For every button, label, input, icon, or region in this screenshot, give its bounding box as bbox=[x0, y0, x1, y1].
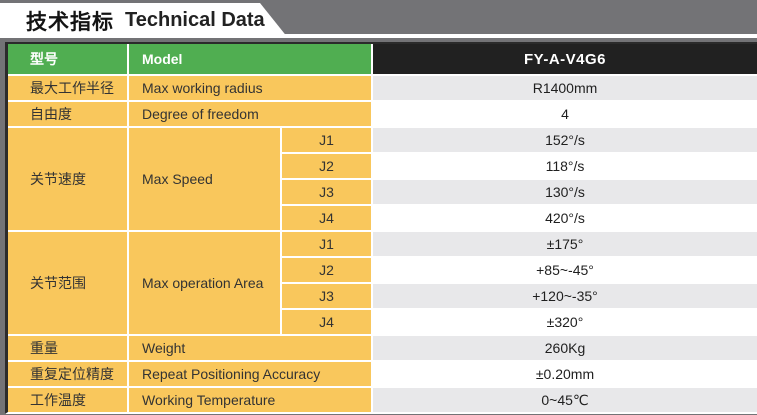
speed-j1-label: J1 bbox=[282, 128, 371, 152]
speed-j2-label: J2 bbox=[282, 154, 371, 178]
weight-label-en: Weight bbox=[129, 336, 371, 360]
freedom-label-en: Degree of freedom bbox=[129, 102, 371, 126]
freedom-label-zh: 自由度 bbox=[8, 102, 127, 126]
speed-j2-value: 118°/s bbox=[373, 154, 757, 178]
range-j3-value: +120~-35° bbox=[373, 284, 757, 308]
temperature-label-zh: 工作温度 bbox=[8, 388, 127, 412]
range-label-en: Max operation Area bbox=[129, 232, 280, 334]
radius-label-zh: 最大工作半径 bbox=[8, 76, 127, 100]
banner: 技术指标 Technical Data bbox=[0, 3, 288, 38]
freedom-value: 4 bbox=[373, 102, 757, 126]
banner-title-zh: 技术指标 bbox=[26, 10, 114, 34]
accuracy-value: ±0.20mm bbox=[373, 362, 757, 386]
speed-label-en: Max Speed bbox=[129, 128, 280, 230]
technical-data-table: 型号 Model FY-A-V4G6 最大工作半径 Max working ra… bbox=[5, 42, 757, 414]
accuracy-label-zh: 重复定位精度 bbox=[8, 362, 127, 386]
radius-label-en: Max working radius bbox=[129, 76, 371, 100]
range-j2-value: +85~-45° bbox=[373, 258, 757, 282]
range-j2-label: J2 bbox=[282, 258, 371, 282]
temperature-label-en: Working Temperature bbox=[129, 388, 371, 412]
range-label-zh: 关节范围 bbox=[8, 232, 127, 334]
radius-value: R1400mm bbox=[373, 76, 757, 100]
speed-j3-value: 130°/s bbox=[373, 180, 757, 204]
speed-j4-value: 420°/s bbox=[373, 206, 757, 230]
range-j4-label: J4 bbox=[282, 310, 371, 334]
speed-j3-label: J3 bbox=[282, 180, 371, 204]
speed-j1-value: 152°/s bbox=[373, 128, 757, 152]
weight-value: 260Kg bbox=[373, 336, 757, 360]
header-model-label-zh: 型号 bbox=[8, 44, 127, 74]
range-j4-value: ±320° bbox=[373, 310, 757, 334]
banner-title-en: Technical Data bbox=[125, 9, 265, 31]
header-model-value: FY-A-V4G6 bbox=[373, 44, 757, 74]
weight-label-zh: 重量 bbox=[8, 336, 127, 360]
speed-label-zh: 关节速度 bbox=[8, 128, 127, 230]
banner-underline bbox=[0, 34, 757, 38]
header-model-label-en: Model bbox=[129, 44, 371, 74]
accuracy-label-en: Repeat Positioning Accuracy bbox=[129, 362, 371, 386]
speed-j4-label: J4 bbox=[282, 206, 371, 230]
range-j3-label: J3 bbox=[282, 284, 371, 308]
range-j1-value: ±175° bbox=[373, 232, 757, 256]
range-j1-label: J1 bbox=[282, 232, 371, 256]
temperature-value: 0~45℃ bbox=[373, 388, 757, 412]
